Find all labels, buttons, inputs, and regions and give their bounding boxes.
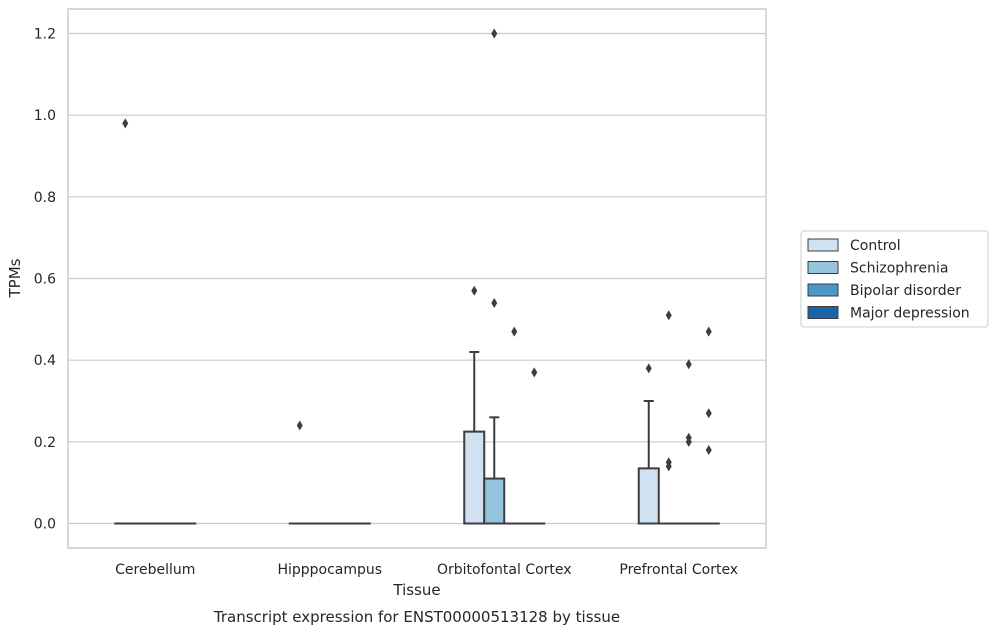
y-tick-label: 0.0 <box>34 517 56 533</box>
y-tick-labels: 0.0 0.2 0.4 0.6 0.8 1.0 1.2 <box>34 27 56 533</box>
outlier-point <box>491 28 498 39</box>
outlier-point <box>122 118 129 129</box>
box-control <box>463 285 486 525</box>
y-axis-label: TPMs <box>6 258 24 298</box>
outlier-point <box>471 285 478 296</box>
x-tick-label: Hipppocampus <box>277 562 382 578</box>
box-schizophrenia <box>483 28 506 525</box>
legend-swatch <box>807 261 839 274</box>
legend: Control Schizophrenia Bipolar disorder Majo… <box>800 230 989 328</box>
outlier-point <box>296 420 303 431</box>
legend-label: Bipolar disorder <box>850 283 961 299</box>
box-control <box>288 420 311 525</box>
y-tick-label: 0.8 <box>34 190 56 206</box>
legend-swatch <box>807 238 839 252</box>
x-tick-label: Orbitofontal Cortex <box>437 562 572 578</box>
y-tick-label: 0.4 <box>34 353 56 369</box>
boxes <box>114 28 720 525</box>
legend-label: Major depression <box>850 306 970 322</box>
outlier-point <box>665 310 672 321</box>
y-tick-label: 0.2 <box>34 435 56 451</box>
outlier-point <box>685 359 692 370</box>
plot-area-frame <box>67 8 767 549</box>
box-body <box>483 477 506 525</box>
outlier-point <box>705 408 712 419</box>
box-bipolar-disorder <box>503 326 526 525</box>
outlier-point <box>531 367 538 378</box>
y-tick-label: 0.6 <box>34 272 56 288</box>
outlier-point <box>705 445 712 455</box>
outlier-point <box>665 461 672 472</box>
box-schizophrenia <box>657 310 680 525</box>
legend-swatch <box>807 306 839 319</box>
x-tick-labels: Cerebellum Hipppocampus Orbitofontal Corte… <box>115 562 738 578</box>
box-control <box>114 118 137 525</box>
x-tick-label: Prefrontal Cortex <box>619 562 738 578</box>
x-axis-label: Tissue <box>392 581 440 599</box>
outlier-point <box>491 298 498 308</box>
box-control <box>637 363 660 525</box>
legend-frame <box>800 230 989 328</box>
outlier-point <box>645 363 652 374</box>
box-major-depression <box>523 367 546 525</box>
chart-caption: Transcript expression for ENST0000051312… <box>213 608 620 626</box>
y-tick-label: 1.0 <box>34 108 56 124</box>
box-major-depression <box>697 326 720 525</box>
gridlines <box>68 32 766 525</box>
legend-label: Control <box>850 238 901 254</box>
box-body <box>463 430 486 525</box>
box-body <box>637 467 660 525</box>
outlier-point <box>685 436 692 447</box>
y-tick-label: 1.2 <box>34 27 56 43</box>
outlier-point <box>511 326 518 337</box>
x-tick-label: Cerebellum <box>115 562 195 578</box>
outlier-point <box>705 326 712 337</box>
legend-label: Schizophrenia <box>850 261 948 277</box>
legend-swatch <box>807 283 839 297</box>
box-bipolar-disorder <box>677 359 700 525</box>
